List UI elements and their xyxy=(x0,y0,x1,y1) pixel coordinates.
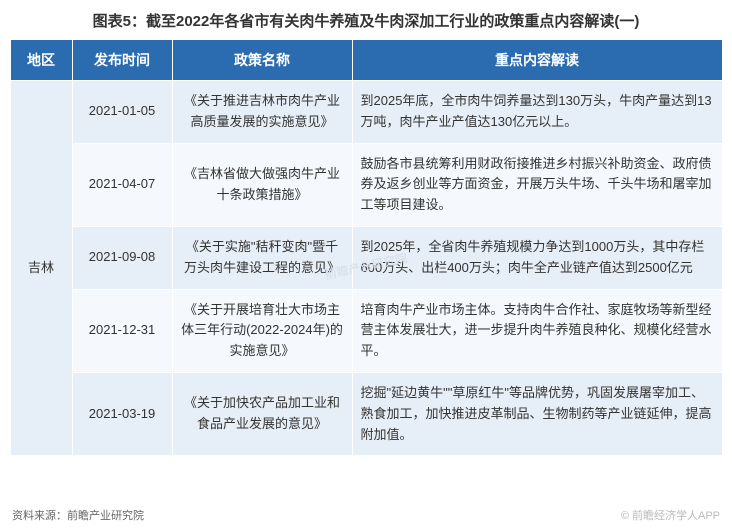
content-cell: 挖掘"延边黄牛""草原红牛"等品牌优势，巩固发展屠宰加工、熟食加工，加快推进皮革… xyxy=(352,372,722,455)
policy-cell: 《关于开展培育壮大市场主体三年行动(2022-2024年)的实施意见》 xyxy=(172,289,352,372)
date-cell: 2021-01-05 xyxy=(72,81,172,144)
watermark-bottom-right: © 前瞻经济学人APP xyxy=(621,507,720,523)
table-row: 2021-09-08 《关于实施"秸秆变肉"暨千万头肉牛建设工程的意见》 到20… xyxy=(10,226,722,289)
content-cell: 到2025年底，全市肉牛饲养量达到130万头，牛肉产量达到13万吨，肉牛产业产值… xyxy=(352,81,722,144)
table-row: 2021-03-19 《关于加快农产品加工业和食品产业发展的意见》 挖掘"延边黄… xyxy=(10,372,722,455)
table-header-row: 地区 发布时间 政策名称 重点内容解读 xyxy=(10,40,722,81)
content-cell: 培育肉牛产业市场主体。支持肉牛合作社、家庭牧场等新型经营主体发展壮大，进一步提升… xyxy=(352,289,722,372)
table-row: 2021-12-31 《关于开展培育壮大市场主体三年行动(2022-2024年)… xyxy=(10,289,722,372)
page-title: 图表5：截至2022年各省市有关肉牛养殖及牛肉深加工行业的政策重点内容解读(一) xyxy=(0,0,732,39)
content-cell: 到2025年，全省肉牛养殖规模力争达到1000万头，其中存栏600万头、出栏40… xyxy=(352,226,722,289)
policy-cell: 《关于实施"秸秆变肉"暨千万头肉牛建设工程的意见》 xyxy=(172,226,352,289)
source-text: 资料来源：前瞻产业研究院 xyxy=(12,507,144,523)
policy-cell: 《关于推进吉林市肉牛产业高质量发展的实施意见》 xyxy=(172,81,352,144)
table-row: 2021-04-07 《吉林省做大做强肉牛产业十条政策措施》 鼓励各市县统筹利用… xyxy=(10,143,722,226)
date-cell: 2021-04-07 xyxy=(72,143,172,226)
header-policy: 政策名称 xyxy=(172,40,352,81)
table-row: 吉林 2021-01-05 《关于推进吉林市肉牛产业高质量发展的实施意见》 到2… xyxy=(10,81,722,144)
date-cell: 2021-12-31 xyxy=(72,289,172,372)
region-cell: 吉林 xyxy=(10,81,72,456)
header-region: 地区 xyxy=(10,40,72,81)
date-cell: 2021-09-08 xyxy=(72,226,172,289)
date-cell: 2021-03-19 xyxy=(72,372,172,455)
policy-cell: 《关于加快农产品加工业和食品产业发展的意见》 xyxy=(172,372,352,455)
header-content: 重点内容解读 xyxy=(352,40,722,81)
header-date: 发布时间 xyxy=(72,40,172,81)
content-cell: 鼓励各市县统筹利用财政衔接推进乡村振兴补助资金、政府债券及返乡创业等方面资金，开… xyxy=(352,143,722,226)
policy-cell: 《吉林省做大做强肉牛产业十条政策措施》 xyxy=(172,143,352,226)
policy-table: 地区 发布时间 政策名称 重点内容解读 吉林 2021-01-05 《关于推进吉… xyxy=(10,39,723,456)
